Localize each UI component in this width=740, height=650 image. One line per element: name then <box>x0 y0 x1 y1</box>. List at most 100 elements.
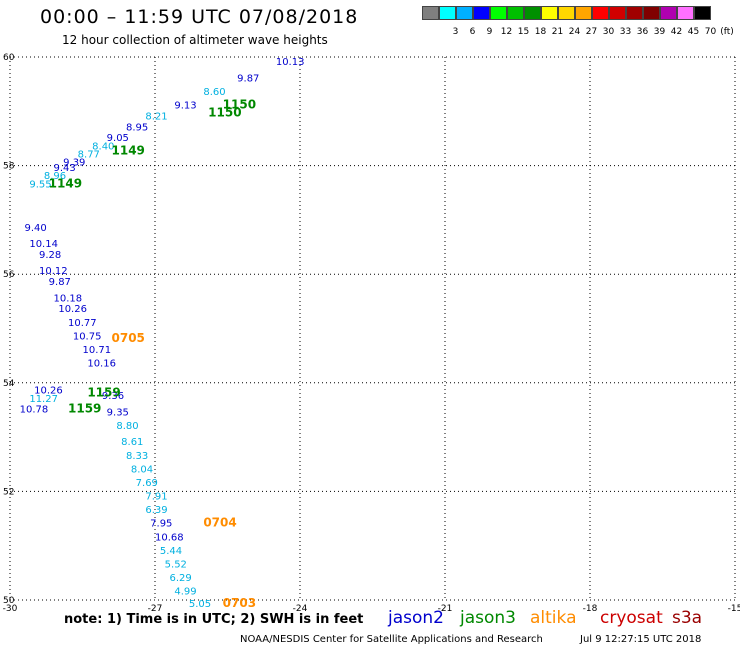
colorbar-label: 42 <box>670 27 683 37</box>
wave-height-label: 10.71 <box>83 345 112 356</box>
colorbar-swatch <box>609 6 626 20</box>
colorbar-label: 6 <box>469 27 476 37</box>
wave-height-label: 9.05 <box>107 133 129 144</box>
y-tick-label: 54 <box>3 379 15 389</box>
colorbar-swatch <box>643 6 660 20</box>
wave-height-label: 8.95 <box>126 122 148 133</box>
legend-jason2: jason2 <box>388 608 444 628</box>
time-label: 0703 <box>223 596 256 610</box>
legend-jason3: jason3 <box>460 608 516 628</box>
wave-height-label: 9.55 <box>29 179 51 190</box>
time-label: 1159 <box>87 385 120 399</box>
x-tick-label: -30 <box>3 604 18 614</box>
wave-height-label: 10.78 <box>20 405 49 416</box>
wave-height-label: 8.60 <box>203 87 225 98</box>
wave-height-label: 10.26 <box>34 386 63 397</box>
wave-height-label: 9.43 <box>54 163 76 174</box>
time-label: 1150 <box>223 98 256 112</box>
x-tick-label: -24 <box>293 604 308 614</box>
colorbar-label: 12 <box>500 27 513 37</box>
colorbar-label: 30 <box>602 27 615 37</box>
y-tick-label: 60 <box>3 53 15 63</box>
colorbar-swatch <box>422 6 439 20</box>
wave-height-label: 8.80 <box>116 421 138 432</box>
colorbar-swatch <box>575 6 592 20</box>
wave-height-label: 8.96 <box>44 171 66 182</box>
wave-height-label: 8.33 <box>126 451 148 462</box>
colorbar-swatch <box>507 6 524 20</box>
wave-height-label: 9.36 <box>102 391 124 402</box>
colorbar-swatch <box>558 6 575 20</box>
wave-height-label: 10.26 <box>58 304 87 315</box>
colorbar-label: 21 <box>551 27 564 37</box>
colorbar-label: 15 <box>517 27 530 37</box>
time-label: 1150 <box>208 106 241 120</box>
time-label: 0704 <box>203 516 236 530</box>
y-tick-label: 56 <box>3 270 15 280</box>
x-tick-label: -27 <box>148 604 163 614</box>
page-title: 00:00 – 11:59 UTC 07/08/2018 <box>40 6 359 28</box>
colorbar-label: 18 <box>534 27 547 37</box>
y-tick-label: 52 <box>3 487 14 497</box>
x-tick-label: -21 <box>438 604 453 614</box>
colorbar-swatch <box>490 6 507 20</box>
wave-height-label: 5.44 <box>160 546 182 557</box>
colorbar-label: 3 <box>452 27 459 37</box>
wave-height-label: 9.39 <box>63 158 85 169</box>
wave-height-label: 9.87 <box>49 277 71 288</box>
wave-height-label: 10.16 <box>87 359 116 370</box>
y-tick-label: 58 <box>3 162 15 172</box>
time-label: 1159 <box>68 402 101 416</box>
colorbar-swatch <box>626 6 643 20</box>
colorbar-label: 24 <box>568 27 581 37</box>
colorbar-label: 70 <box>704 27 717 37</box>
colorbar-label: 33 <box>619 27 632 37</box>
wave-height-label: 10.12 <box>39 266 68 277</box>
x-tick-label: -15 <box>728 604 740 614</box>
wave-height-label: 10.77 <box>68 318 97 329</box>
wave-height-label: 8.61 <box>121 437 143 448</box>
wave-height-label: 10.18 <box>54 293 83 304</box>
colorbar-label: 39 <box>653 27 666 37</box>
wave-height-label: 8.77 <box>78 149 100 160</box>
time-label: 0705 <box>112 331 145 345</box>
time-label: 1149 <box>112 144 145 158</box>
colorbar-swatch <box>524 6 541 20</box>
wave-height-label: 4.99 <box>174 587 196 598</box>
wave-height-label: 7.91 <box>145 492 167 503</box>
colorbar-label: 36 <box>636 27 649 37</box>
legend-s3a: s3a <box>672 608 703 628</box>
wave-height-label: 9.40 <box>25 223 47 234</box>
wave-height-label: 5.52 <box>165 559 187 570</box>
colorbar-swatch <box>541 6 558 20</box>
wave-height-label: 10.68 <box>155 532 184 543</box>
wave-height-label: 10.13 <box>276 57 305 68</box>
wave-height-label: 8.04 <box>131 464 153 475</box>
wave-height-label: 9.35 <box>107 407 129 418</box>
footer-note: note: 1) Time is in UTC; 2) SWH is in fe… <box>64 612 364 627</box>
y-tick-label: 50 <box>3 596 15 606</box>
colorbar-swatch <box>592 6 609 20</box>
wave-height-label: 6.29 <box>170 573 192 584</box>
page-subtitle: 12 hour collection of altimeter wave hei… <box>62 33 328 47</box>
colorbar-swatch <box>473 6 490 20</box>
credit-text: NOAA/NESDIS Center for Satellite Applica… <box>240 634 543 645</box>
colorbar-swatch <box>456 6 473 20</box>
legend-altika: altika <box>530 608 577 628</box>
wave-height-label: 8.40 <box>92 141 114 152</box>
wave-height-label: 9.13 <box>174 101 196 112</box>
wave-height-label: 9.87 <box>237 73 259 84</box>
timestamp-text: Jul 9 12:27:15 UTC 2018 <box>580 634 702 645</box>
colorbar-unit: (ft) <box>720 27 734 37</box>
colorbar-label: 9 <box>486 27 493 37</box>
legend-cryosat: cryosat <box>600 608 663 628</box>
time-label: 1149 <box>49 176 82 190</box>
wave-height-label: 8.21 <box>145 111 167 122</box>
colorbar-swatch <box>677 6 694 20</box>
colorbar-swatch <box>439 6 456 20</box>
colorbar-label: 45 <box>687 27 700 37</box>
wave-height-label: 7.69 <box>136 478 158 489</box>
x-tick-label: -18 <box>583 604 598 614</box>
wave-height-label: 10.14 <box>29 239 58 250</box>
